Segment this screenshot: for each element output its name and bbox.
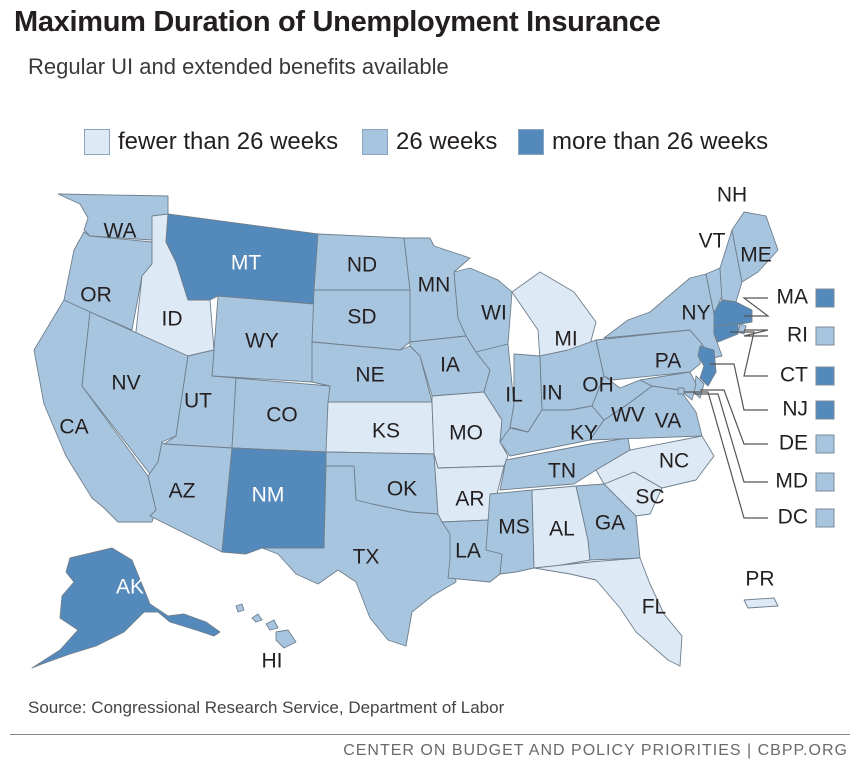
state-label-wa: WA	[103, 220, 136, 243]
state-label-ga: GA	[595, 512, 625, 535]
state-label-ca: CA	[59, 416, 88, 439]
state-ma	[713, 299, 753, 327]
state-label-ut: UT	[184, 390, 212, 413]
state-label-nv: NV	[111, 372, 140, 395]
state-label-tx: TX	[353, 546, 380, 569]
callout-swatch-ri	[815, 326, 835, 346]
callout-leader-ri	[743, 329, 769, 337]
state-label-nh: NH	[717, 184, 747, 207]
state-label-pr: PR	[745, 568, 774, 591]
legend-label-26-weeks: 26 weeks	[396, 128, 498, 155]
state-label-vt: VT	[699, 230, 726, 253]
state-nj	[697, 345, 717, 387]
state-ak	[31, 547, 221, 669]
callout-swatch-nj	[815, 400, 835, 420]
state-label-or: OR	[80, 284, 112, 307]
callout-label-ri: RI	[787, 324, 808, 347]
state-hi	[235, 603, 297, 649]
callout-leader-de	[700, 389, 768, 445]
state-label-ne: NE	[355, 364, 384, 387]
state-label-tn: TN	[548, 460, 576, 483]
state-label-ky: KY	[570, 422, 598, 445]
state-pr	[743, 597, 779, 609]
state-label-nm: NM	[252, 484, 285, 507]
state-label-ms: MS	[498, 516, 530, 539]
callout-leader-dc	[684, 391, 768, 519]
state-label-ok: OK	[387, 478, 417, 501]
legend-swatch-26-weeks	[362, 129, 388, 155]
callout-label-ma: MA	[777, 286, 809, 309]
callout-label-de: DE	[779, 432, 808, 455]
callout-leader-nj	[710, 363, 768, 411]
callout-label-md: MD	[775, 470, 808, 493]
legend-item-fewer: fewer than 26 weeks	[84, 128, 338, 156]
state-label-sd: SD	[347, 306, 376, 329]
callout-label-nj: NJ	[782, 398, 808, 421]
state-label-me: ME	[740, 244, 772, 267]
state-label-wi: WI	[481, 302, 507, 325]
state-label-fl: FL	[642, 596, 667, 619]
state-wa	[57, 193, 169, 241]
legend-item-26-weeks: 26 weeks	[362, 128, 497, 156]
state-label-id: ID	[162, 308, 183, 331]
state-sd	[311, 289, 411, 351]
state-label-in: IN	[542, 382, 563, 405]
state-label-ia: IA	[440, 354, 460, 377]
state-label-ks: KS	[372, 420, 400, 443]
state-label-mi: MI	[554, 328, 577, 351]
footer-divider	[10, 734, 850, 735]
state-label-la: LA	[455, 540, 481, 563]
callout-swatch-de	[815, 434, 835, 454]
state-nc	[595, 435, 715, 489]
callout-leader-ma	[742, 297, 770, 317]
legend-item-more: more than 26 weeks	[518, 128, 768, 156]
state-label-wv: WV	[611, 404, 645, 427]
state-label-ak: AK	[116, 576, 144, 599]
state-label-wy: WY	[245, 330, 279, 353]
state-ct	[713, 323, 739, 343]
state-label-oh: OH	[582, 374, 614, 397]
state-label-hi: HI	[262, 650, 283, 673]
callout-swatch-md	[815, 472, 835, 492]
legend-label-more: more than 26 weeks	[552, 128, 769, 155]
callout-leader-ct	[730, 331, 768, 377]
state-label-mt: MT	[231, 252, 261, 275]
callout-swatch-ma	[815, 288, 835, 308]
footer-credit: CENTER ON BUDGET AND POLICY PRIORITIES |…	[343, 742, 848, 759]
legend-swatch-more	[518, 129, 544, 155]
state-label-mo: MO	[449, 422, 483, 445]
state-ky	[499, 405, 605, 457]
state-tx	[261, 465, 457, 647]
state-nh	[719, 229, 743, 303]
source-note: Source: Congressional Research Service, …	[28, 698, 505, 717]
legend-label-fewer: fewer than 26 weeks	[118, 128, 339, 155]
chart-title: Maximum Duration of Unemployment Insuran…	[14, 6, 661, 38]
state-label-il: IL	[505, 384, 523, 407]
state-md	[639, 371, 697, 401]
callout-swatch-ct	[815, 366, 835, 386]
state-label-sc: SC	[635, 486, 664, 509]
chart-subtitle: Regular UI and extended benefits availab…	[28, 54, 449, 79]
state-label-ar: AR	[455, 488, 484, 511]
state-label-pa: PA	[655, 350, 681, 373]
state-label-al: AL	[549, 518, 575, 541]
callout-label-dc: DC	[778, 506, 808, 529]
callout-swatch-dc	[815, 508, 835, 528]
state-label-mn: MN	[418, 274, 451, 297]
state-label-az: AZ	[169, 480, 196, 503]
state-label-ny: NY	[681, 302, 710, 325]
state-label-va: VA	[655, 410, 681, 433]
state-dc	[677, 387, 685, 395]
callout-leader-md	[694, 393, 768, 483]
state-label-co: CO	[266, 404, 298, 427]
state-label-nc: NC	[659, 450, 689, 473]
legend-swatch-fewer	[84, 129, 110, 155]
state-label-nd: ND	[347, 254, 377, 277]
state-me	[731, 211, 779, 283]
state-fl	[533, 557, 683, 667]
callout-label-ct: CT	[780, 364, 808, 387]
